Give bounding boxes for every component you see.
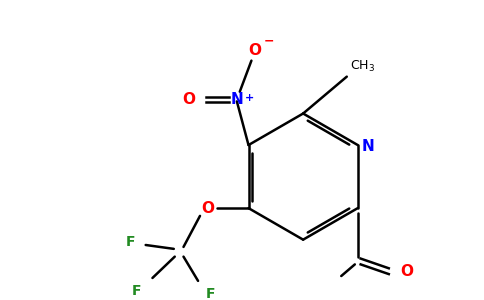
Text: O: O [201, 201, 214, 216]
Text: O: O [400, 264, 413, 279]
Text: +: + [244, 93, 254, 103]
Text: CH$_3$: CH$_3$ [350, 58, 375, 74]
Text: N: N [230, 92, 243, 107]
Text: F: F [206, 286, 215, 300]
Text: O: O [182, 92, 195, 107]
Text: F: F [125, 235, 135, 249]
Text: F: F [132, 284, 142, 298]
Text: N: N [362, 140, 374, 154]
Text: O: O [248, 44, 261, 59]
Text: −: − [264, 35, 274, 48]
